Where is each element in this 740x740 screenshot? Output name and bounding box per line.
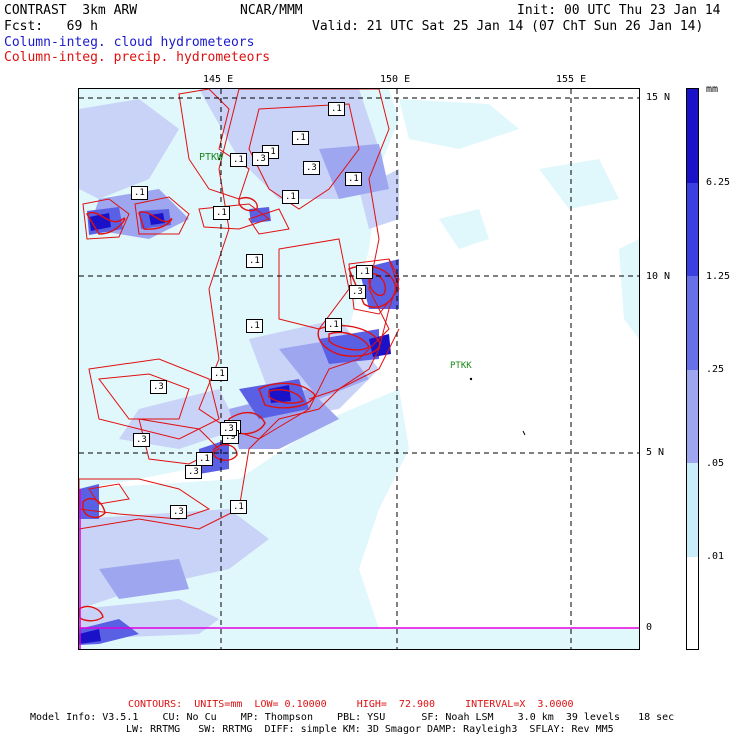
lon-label: 145 E [203, 74, 234, 85]
precip-field-label: Column-integ. precip. hydrometeors [4, 50, 271, 65]
contour-value-label: .1 [345, 172, 362, 186]
contour-value-label: .1 [213, 206, 230, 220]
lat-label: 5 N [646, 447, 665, 458]
contour-value-label: .1 [328, 102, 345, 116]
contour-value-label: .3 [349, 285, 366, 299]
legend-swatch [687, 276, 698, 370]
init-time: Init: 00 UTC Thu 23 Jan 14 [517, 3, 721, 18]
contour-value-label: .1 [246, 319, 263, 333]
center-title: NCAR/MMM [240, 3, 303, 18]
contour-value-label: .1 [325, 318, 342, 332]
lat-label: 15 N [646, 92, 671, 103]
station-label: PTKK [450, 361, 472, 371]
contour-value-label: .1 [282, 190, 299, 204]
contour-value-label: .3 [220, 422, 237, 436]
legend-label: .05 [706, 458, 725, 469]
model-info-line2: LW: RRTMG SW: RRTMG DIFF: simple KM: 3D … [126, 724, 614, 735]
contour-value-label: .1 [131, 186, 148, 200]
contour-value-label: .1 [292, 131, 309, 145]
contour-value-label: .3 [252, 152, 269, 166]
contour-value-label: .3 [170, 505, 187, 519]
model-title: CONTRAST 3km ARW [4, 3, 138, 18]
cloud-field-label: Column-integ. cloud hydrometeors [4, 35, 255, 50]
convective-contours [79, 197, 397, 622]
forecast-hour: Fcst: 69 h [4, 19, 98, 34]
legend-label: .25 [706, 364, 725, 375]
color-legend [686, 88, 699, 650]
legend-unit: mm [706, 84, 719, 95]
contour-value-label: .1 [196, 452, 213, 466]
valid-time: Valid: 21 UTC Sat 25 Jan 14 (07 ChT Sun … [312, 19, 704, 34]
contour-value-label: .1 [230, 153, 247, 167]
contour-value-label: .3 [185, 465, 202, 479]
contour-info: CONTOURS: UNITS=mm LOW= 0.10000 HIGH= 72… [128, 699, 574, 710]
contour-value-label: .3 [150, 380, 167, 394]
legend-swatch [687, 370, 698, 463]
legend-label: 1.25 [706, 271, 731, 282]
legend-label: .01 [706, 551, 725, 562]
model-info-line1: Model Info: V3.5.1 CU: No Cu MP: Thompso… [30, 712, 675, 723]
legend-swatch [687, 557, 698, 649]
contour-value-label: .1 [246, 254, 263, 268]
lon-label: 150 E [380, 74, 411, 85]
legend-label: 6.25 [706, 177, 731, 188]
contour-value-label: .1 [230, 500, 247, 514]
contour-value-label: .3 [303, 161, 320, 175]
lon-label: 155 E [556, 74, 587, 85]
legend-swatch [687, 89, 698, 183]
legend-swatch [687, 183, 698, 276]
contour-value-label: .1 [211, 367, 228, 381]
station-label: PTKW [199, 152, 224, 163]
contour-value-label: .3 [133, 433, 150, 447]
lat-label: 0 [646, 622, 653, 633]
contour-value-label: .1 [356, 265, 373, 279]
legend-swatch [687, 463, 698, 557]
lat-label: 10 N [646, 271, 671, 282]
